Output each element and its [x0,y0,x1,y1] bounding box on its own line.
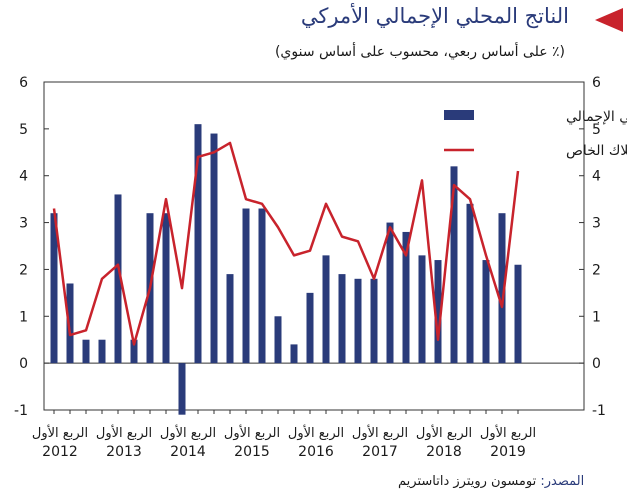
gdp-bar [354,278,362,364]
gdp-bar [82,339,90,364]
gdp-bar [402,231,410,364]
x-year-label: 2018 [426,444,462,460]
y-tick-label-right: 2 [592,262,601,278]
gdp-bar [418,255,426,364]
gdp-bar [338,274,346,364]
gdp-bar [98,339,106,364]
gdp-bar [386,222,394,364]
x-year-label: 2012 [42,444,78,460]
x-quarter-label: الربع الأول [352,424,408,441]
gdp-bar [466,203,474,364]
x-year-label: 2014 [170,444,206,460]
gdp-bar [242,208,250,364]
y-tick-label-right: 3 [592,216,601,232]
y-tick-label-left: 6 [19,75,28,91]
y-tick-label-right: 4 [592,169,601,185]
y-tick-label-left: -1 [14,403,28,419]
chart-title: الناتج المحلي الإجمالي الأمركي [300,4,569,28]
title-marker-icon [595,8,623,32]
source-note: المصدر: تومسون رويترز داتاستريم [398,474,584,489]
y-tick-label-left: 2 [19,262,28,278]
gdp-bar [450,166,458,364]
legend-label-gdp: الناتج المحلي الإجمالي [566,109,627,125]
source-label: المصدر: [540,474,585,489]
gdp-bar [194,124,202,364]
x-quarter-label: الربع الأول [416,424,472,441]
gdp-chart: -1 -1 0 0 1 1 2 2 3 3 4 4 5 5 6 6 الناتج المحلي الإجمالي… [14,75,627,460]
y-tick-label-right: 5 [592,122,601,138]
gdp-bar [162,213,170,364]
gdp-bar [258,208,266,364]
y-tick-label-right: 6 [592,75,601,91]
gdp-bar [178,363,186,415]
gdp-bar [514,264,522,364]
consumption-line [52,141,520,346]
x-year-label: 2017 [362,444,398,460]
y-tick-label-left: 1 [19,309,28,325]
y-tick-label-right: 1 [592,309,601,325]
x-year-label: 2019 [490,444,526,460]
y-tick-label-right: -1 [592,403,606,419]
gdp-bar [498,213,506,364]
source-text: تومسون رويترز داتاستريم [398,474,537,489]
x-year-label: 2015 [234,444,270,460]
x-quarter-label: الربع الأول [32,424,88,441]
gdp-bar [370,278,378,364]
legend-swatch-gdp [444,110,474,120]
chart-subtitle: (٪ على أساس ربعي، محسوب على أساس سنوي) [274,44,565,60]
gdp-bar [226,274,234,364]
gdp-bar [50,213,58,364]
y-tick-label-left: 3 [19,216,28,232]
y-tick-label-left: 0 [19,356,28,372]
plot-frame [43,81,585,411]
gdp-bar [114,194,122,364]
gdp-bar [210,133,218,364]
x-quarter-label: الربع الأول [288,424,344,441]
x-quarter-label: الربع الأول [480,424,536,441]
gdp-bar [322,255,330,364]
gdp-bar [130,339,138,364]
gdp-bar [482,260,490,364]
x-year-label: 2013 [106,444,142,460]
y-tick-label-left: 5 [19,122,28,138]
legend-label-consumption: الإستهلاك الخاص [566,143,627,159]
y-tick-label-right: 0 [592,356,601,372]
gdp-bar [66,283,74,364]
gdp-bar [290,344,298,364]
x-quarter-label: الربع الأول [160,424,216,441]
y-tick-label-left: 4 [19,169,28,185]
x-quarter-label: الربع الأول [96,424,152,441]
x-year-label: 2016 [298,444,334,460]
gdp-bar [434,260,442,364]
x-quarter-label: الربع الأول [224,424,280,441]
gdp-bar [274,316,282,364]
gdp-bar [306,292,314,364]
